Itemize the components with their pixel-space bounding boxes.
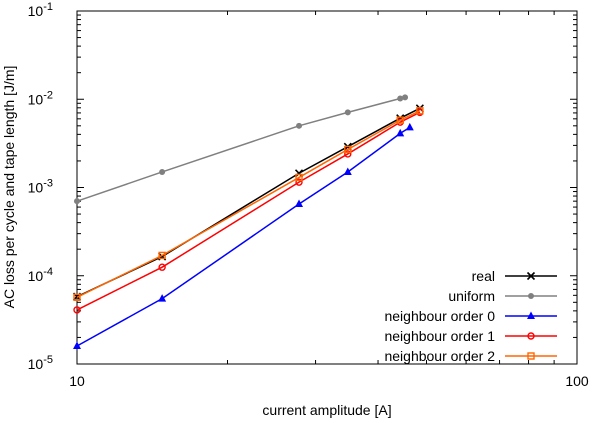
series-4 — [73, 107, 424, 301]
legend-entry: real — [472, 268, 557, 284]
legend-marker — [526, 271, 536, 281]
legend-entry: neighbour order 1 — [384, 328, 557, 344]
data-point — [396, 116, 404, 124]
series-line — [76, 111, 421, 311]
series-group — [72, 94, 424, 349]
y-tick-exponent: -5 — [43, 354, 53, 366]
data-point — [295, 199, 304, 208]
legend-label: neighbour order 0 — [384, 308, 495, 324]
data-point — [158, 251, 166, 260]
series-line — [76, 126, 411, 347]
data-point — [405, 122, 414, 131]
data-point — [74, 198, 80, 205]
legend-label: neighbour order 2 — [384, 348, 495, 364]
series-1 — [74, 94, 409, 205]
data-point — [73, 293, 81, 301]
legend: real uniform neighbour order 0 neighbour or… — [384, 268, 557, 364]
data-point — [396, 128, 405, 137]
data-point — [343, 167, 352, 175]
data-point — [73, 306, 81, 314]
x-axis-label: current amplitude [A] — [262, 402, 391, 418]
legend-entry: neighbour order 0 — [384, 308, 557, 324]
legend-marker — [527, 352, 535, 360]
data-point — [73, 341, 81, 349]
y-tick-label: 10-1 — [28, 1, 53, 19]
series-2 — [73, 122, 414, 349]
legend-entry: uniform — [448, 288, 557, 304]
axis-ticks: 10 100 10-5 10-4 10-3 10-2 10-1 — [28, 1, 589, 389]
plot-frame — [76, 10, 578, 365]
legend-marker — [527, 332, 535, 340]
data-point — [296, 122, 303, 129]
legend-marker — [527, 311, 535, 319]
x-tick-label: 10 — [69, 373, 85, 389]
y-axis-label: AC loss per cycle and tape length [J/m] — [1, 66, 17, 309]
y-tick-exponent: -3 — [43, 178, 53, 190]
y-tick-exponent: -1 — [43, 1, 53, 13]
y-tick-label: 10-3 — [28, 178, 53, 196]
y-tick-label: 10-5 — [28, 354, 53, 372]
y-tick-label: 10-4 — [28, 266, 53, 284]
legend-entry: neighbour order 2 — [384, 348, 557, 364]
data-point — [295, 173, 303, 182]
data-point — [295, 178, 303, 186]
data-point — [397, 95, 404, 102]
data-point — [402, 94, 409, 101]
y-tick-exponent: -2 — [43, 89, 53, 101]
data-point — [416, 107, 424, 115]
data-point — [344, 150, 352, 158]
series-line — [76, 107, 421, 298]
data-point — [158, 294, 167, 302]
series-3 — [73, 108, 424, 314]
x-tick-label: 100 — [565, 373, 589, 389]
legend-marker — [528, 293, 534, 299]
legend-label: neighbour order 1 — [384, 328, 495, 344]
y-tick-label: 10-2 — [28, 89, 53, 107]
data-point — [344, 109, 351, 116]
data-point — [158, 263, 166, 271]
y-tick-exponent: -4 — [43, 266, 53, 278]
data-point — [159, 168, 166, 175]
series-0 — [72, 104, 424, 301]
data-point — [344, 145, 352, 154]
legend-label: real — [472, 268, 495, 284]
legend-label: uniform — [448, 288, 495, 304]
